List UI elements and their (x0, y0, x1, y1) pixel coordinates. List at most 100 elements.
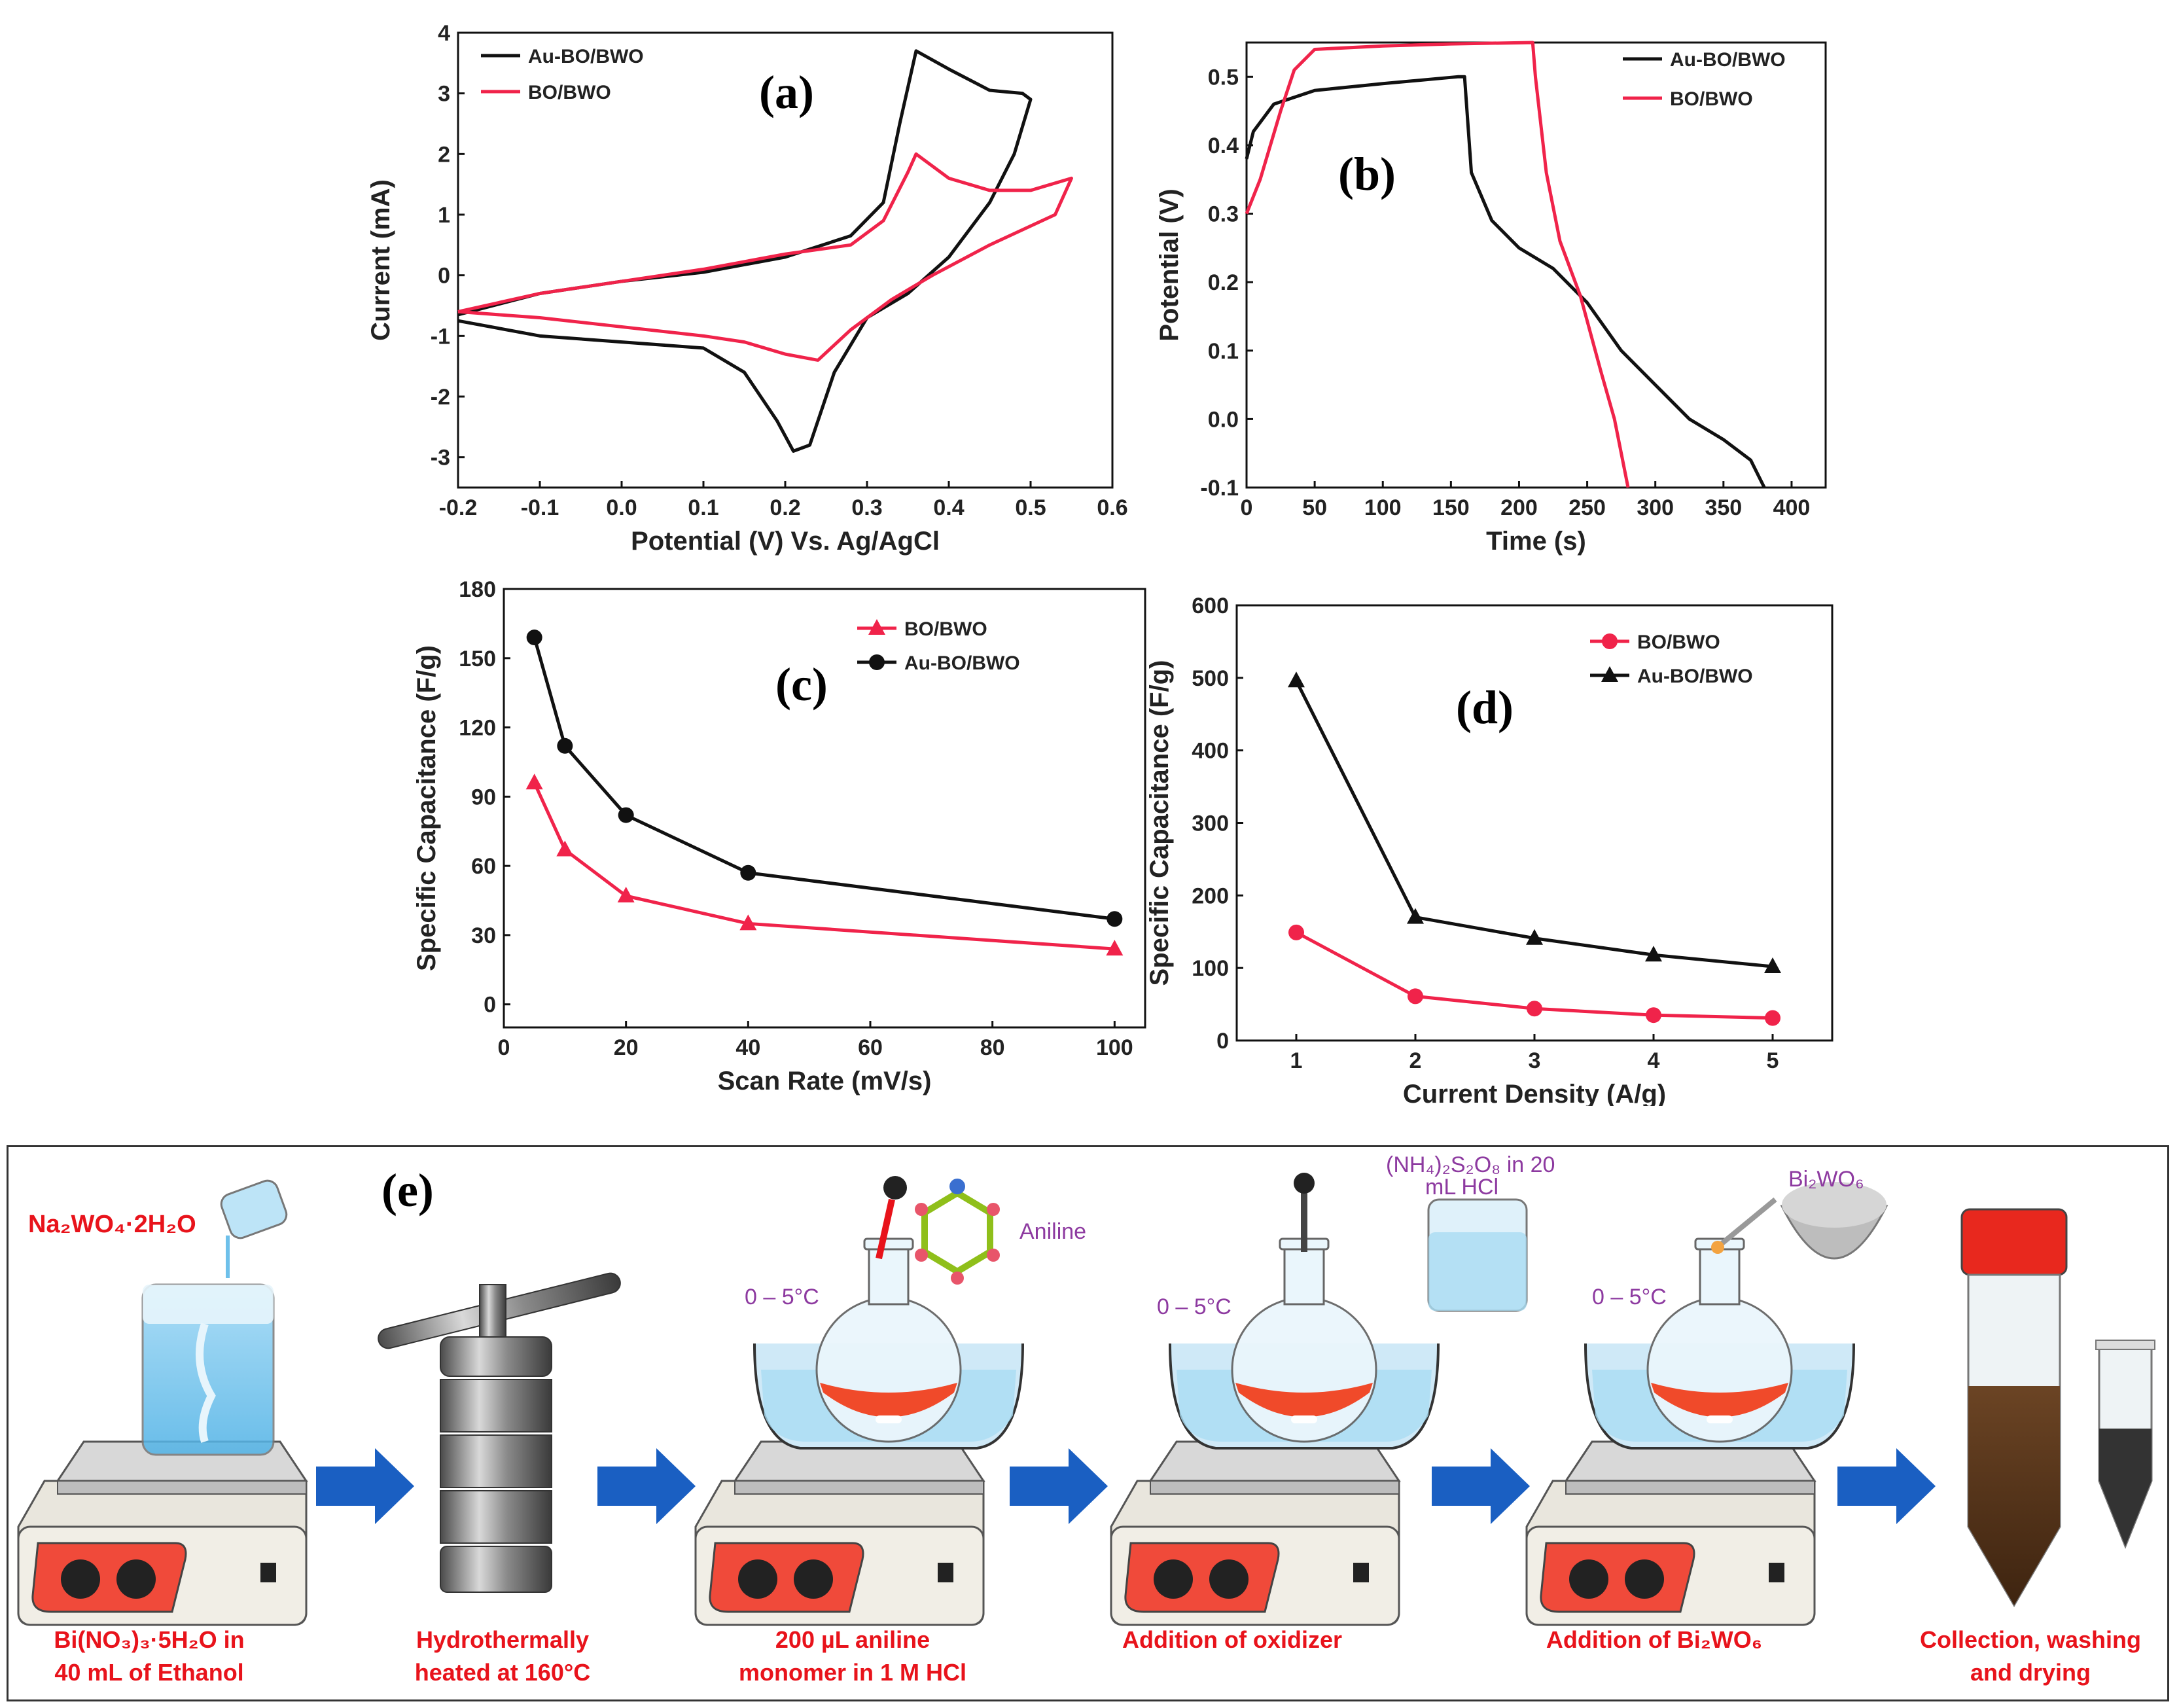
chart-d-ytick-label: 0 (1216, 1029, 1229, 1054)
chart-c-ylabel: Specific Capacitance (F/g) (412, 645, 441, 971)
chart-c-series-0-point (739, 914, 757, 931)
chart-b-xtick-label: 200 (1500, 495, 1538, 520)
arrow-1 (316, 1448, 414, 1524)
arrow-5 (1837, 1448, 1936, 1524)
chart-c-xtick-label: 40 (735, 1035, 760, 1060)
chart-b-xtick-label: 400 (1773, 495, 1811, 520)
chart-a-xtick-label: 0.2 (770, 495, 800, 520)
chart-d-series-0-point (1527, 1001, 1542, 1017)
chart-c-ytick-label: 90 (471, 785, 496, 810)
temp-label-1: 0 – 5°C (745, 1285, 819, 1309)
chart-b-ytick-label: 0.3 (1208, 202, 1239, 227)
chart-c-ytick-label: 0 (484, 993, 496, 1018)
synthesis-scheme: (e) Na₂WO₄·2H₂O Aniline (NH₄)₂S₂O₈ in 20… (7, 1145, 2169, 1701)
panel-label-a: (a) (759, 66, 814, 118)
chart-a-xtick-label: 0.5 (1015, 495, 1046, 520)
chart-c-series-0-point (1106, 940, 1124, 956)
chart-c-legend-marker (868, 619, 885, 635)
step6-tubes (1960, 1208, 2155, 1607)
chart-c-ytick-label: 120 (459, 716, 496, 741)
chart-d-xtick-label: 3 (1529, 1048, 1541, 1073)
chart-a-series-0-line (457, 49, 1033, 453)
chart-a-xtick-label: -0.1 (521, 495, 559, 520)
aniline-label: Aniline (1019, 1219, 1086, 1244)
chart-b-ytick-label: -0.1 (1200, 476, 1239, 501)
chart-d-series-1-point (1407, 908, 1424, 924)
chart-b-xtick-label: 150 (1432, 495, 1470, 520)
temp-label-2: 0 – 5°C (1157, 1294, 1231, 1319)
chart-a-xlabel: Potential (V) Vs. Ag/AgCl (631, 527, 940, 556)
chart-b-ylabel: Potential (V) (1155, 188, 1184, 341)
chart-a-ytick-label: 1 (438, 203, 450, 228)
chart-c-ytick-label: 150 (459, 647, 496, 671)
chart-d-legend-label: BO/BWO (1637, 632, 1720, 653)
chart-c-series-1-point (1107, 911, 1123, 927)
step1-caption-line2: 40 mL of Ethanol (54, 1659, 243, 1686)
step6-caption-line1: Collection, washing (1920, 1626, 2141, 1653)
chart-d-xtick-label: 1 (1290, 1048, 1303, 1073)
bi2wo6-label: Bi₂WO₆ (1788, 1167, 1864, 1192)
chart-a-series-1-line (457, 152, 1073, 362)
oxidizer-label-1: (NH₄)₂S₂O₈ in 20 (1386, 1152, 1555, 1177)
chart-c-xtick-label: 60 (858, 1035, 883, 1060)
panel-label-d: (d) (1456, 681, 1514, 734)
chart-c-series-1-point (618, 807, 634, 823)
chart-a-ytick-label: 4 (438, 21, 450, 46)
chart-b-legend-label: Au-BO/BWO (1670, 49, 1786, 71)
chart-c-xlabel: Scan Rate (mV/s) (718, 1067, 932, 1095)
chart-a-ytick-label: 2 (438, 142, 450, 167)
step6-caption-line2: and drying (1970, 1659, 2091, 1686)
chart-a-legend-label: Au-BO/BWO (528, 46, 644, 67)
chart-d-ytick-label: 300 (1192, 811, 1229, 836)
chart-b-frame (1245, 41, 1827, 489)
chart-a-xtick-label: 0.1 (688, 495, 718, 520)
chart-c-legend-label: Au-BO/BWO (904, 652, 1020, 674)
chart-c-series-1-point (740, 864, 756, 881)
chart-a-ytick-label: -1 (431, 324, 450, 349)
chart-b-xlabel: Time (s) (1486, 527, 1586, 556)
step1-hotplate (17, 1179, 308, 1626)
chart-a-ytick-label: 0 (438, 264, 450, 289)
chart-b-xtick-label: 100 (1364, 495, 1402, 520)
chart-a-ytick-label: 3 (438, 82, 450, 107)
chart-b-series-1-line (1245, 41, 1630, 488)
chart-d-legend-label: Au-BO/BWO (1637, 666, 1753, 687)
chart-d-ytick-label: 100 (1192, 956, 1229, 981)
chart-c-frame (503, 588, 1146, 1029)
chart-a-xtick-label: 0.4 (933, 495, 964, 520)
temp-label-3: 0 – 5°C (1592, 1285, 1667, 1309)
chart-a-ytick-label: -2 (431, 385, 450, 410)
chart-b-ytick-label: 0.4 (1208, 133, 1239, 158)
chart-d-xtick-label: 5 (1767, 1048, 1779, 1073)
chart-a: -0.2 -0.1 0.0 0.1 0.2 0.3 0.4 0.5 0.6 -3 -2 -1 0 1 2 3 4… (366, 21, 1128, 556)
chart-a-ylabel: Current (mA) (366, 179, 395, 341)
chart-b-xtick-label: 350 (1705, 495, 1742, 520)
chart-c-series-1-point (557, 738, 573, 754)
chart-a-legend-label: BO/BWO (528, 82, 611, 103)
chart-b-ytick-label: 0.2 (1208, 270, 1239, 295)
arrow-2 (597, 1448, 696, 1524)
chart-c-series-0-point (556, 840, 574, 857)
chart-d-series-1-point (1764, 957, 1781, 973)
chart-a-xtick-label: 0.6 (1097, 495, 1127, 520)
arrow-3 (1010, 1448, 1108, 1524)
step5-hotplate (1525, 1182, 1888, 1626)
chart-b: 0 50 100 150 200 250 300 350 400 -0.1 0.0 0.1 0.2 0.3… (1155, 41, 1827, 556)
chart-d-ytick-label: 600 (1192, 594, 1229, 618)
chart-c: 0 20 40 60 80 100 0 30 60 90 120 150 180 Scan Rate (m… (412, 577, 1146, 1095)
chart-a-xtick-label: -0.2 (439, 495, 478, 520)
chart-d-series-0-point (1408, 988, 1423, 1005)
chart-d: 1 2 3 4 5 0 100 200 300 400 500 600 Current Density … (1145, 594, 1834, 1106)
chart-c-ytick-label: 60 (471, 854, 496, 879)
reagent-na2wo4: Na₂WO₄·2H₂O (28, 1211, 196, 1238)
chart-d-ylabel: Specific Capacitance (F/g) (1145, 660, 1174, 986)
step3-caption-line2: monomer in 1 M HCl (739, 1659, 966, 1686)
chart-d-ytick-label: 400 (1192, 739, 1229, 764)
chart-b-xtick-label: 300 (1637, 495, 1674, 520)
chart-d-ytick-label: 200 (1192, 883, 1229, 908)
chart-c-xtick-label: 20 (614, 1035, 639, 1060)
chart-a-xtick-label: 0.3 (851, 495, 882, 520)
chart-d-legend-marker (1601, 666, 1618, 682)
chart-a-xtick-label: 0.0 (606, 495, 637, 520)
chart-c-ytick-label: 30 (471, 923, 496, 948)
